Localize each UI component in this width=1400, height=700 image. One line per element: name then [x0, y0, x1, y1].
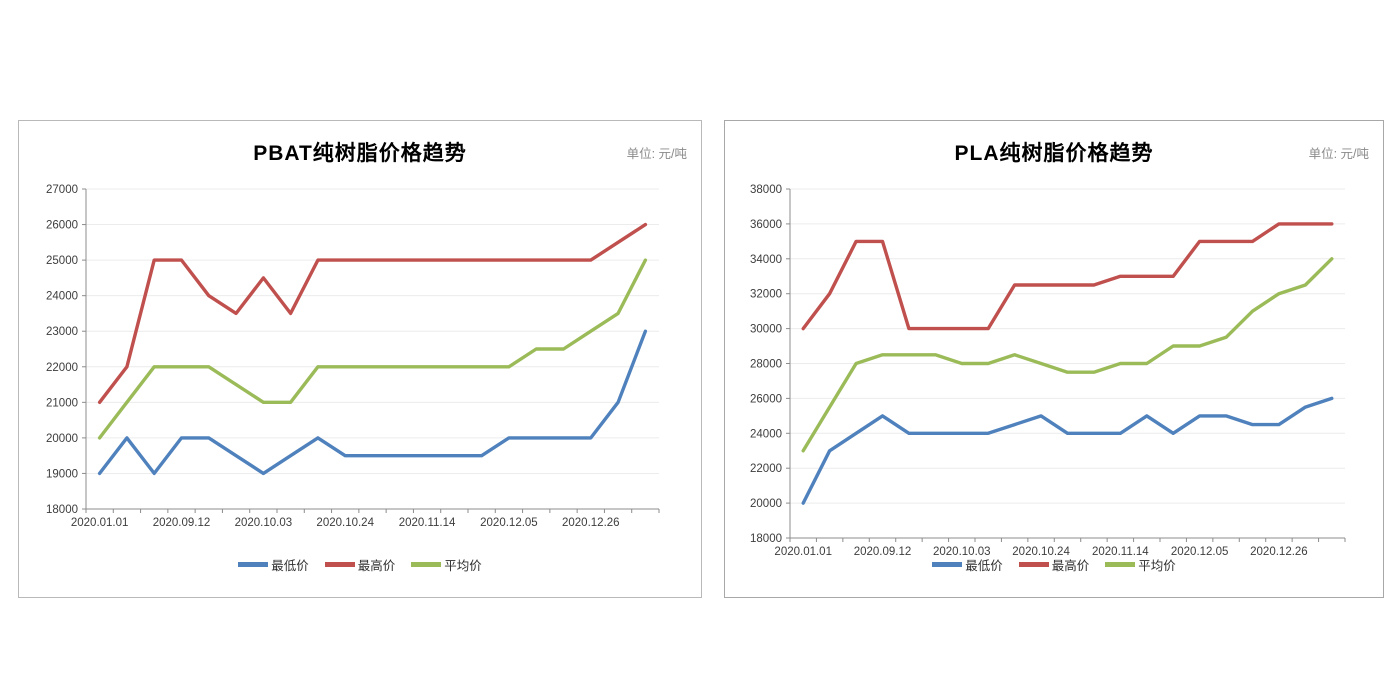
pbat-unit-label: 单位: 元/吨: [626, 147, 687, 161]
y-tick-label: 22000: [750, 463, 782, 475]
legend-label: 最低价: [965, 558, 1003, 573]
legend-label: 最高价: [1051, 558, 1090, 573]
pla-price-trend-chart-card: PLA纯树脂价格趋势 单位: 元/吨 18000 20000 22000 24000 2…: [724, 120, 1384, 598]
x-tick-label: 2020.12.26: [1250, 546, 1308, 558]
x-tick-label: 2020.10.03: [235, 517, 293, 529]
x-tick-label: 2020.09.12: [854, 546, 912, 558]
legend-line-swatch: [1018, 561, 1049, 567]
legend-line-swatch: [1105, 561, 1136, 567]
legend-label: 最低价: [271, 558, 309, 573]
x-tick-label: 2020.12.05: [1171, 546, 1229, 558]
y-tick-label: 20000: [750, 498, 782, 510]
pla-chart-title: PLA纯树脂价格趋势: [954, 142, 1154, 165]
legend-line-swatch: [411, 561, 442, 567]
legend-line-swatch: [932, 561, 963, 567]
legend-item: 最低价: [932, 555, 1003, 574]
legend-label: 平均价: [444, 558, 482, 573]
pbat-chart-title: PBAT纯树脂价格趋势: [253, 142, 467, 165]
series-line-1: [97, 222, 648, 404]
legend-item: 最高价: [324, 555, 396, 574]
y-axis: 18000 20000 22000 24000 26000 28000 30000 32000…: [750, 184, 791, 545]
legend-label: 最高价: [357, 558, 396, 573]
y-tick-label: 27000: [46, 184, 78, 196]
series-line-1: [801, 222, 1334, 331]
pla-chart-legend: 最低价 最高价 平均价: [725, 553, 1383, 575]
y-tick-label: 36000: [750, 219, 782, 231]
legend-item: 最高价: [1018, 555, 1090, 574]
legend-item: 最低价: [238, 555, 309, 574]
y-tick-label: 26000: [46, 220, 78, 232]
y-tick-label: 26000: [750, 393, 782, 405]
legend-line-swatch: [238, 561, 269, 567]
y-tick-label: 30000: [750, 324, 782, 336]
x-tick-label: 2020.01.01: [71, 517, 129, 529]
series-line-0: [801, 396, 1334, 505]
y-tick-label: 34000: [750, 254, 782, 266]
y-tick-label: 28000: [750, 359, 782, 371]
legend-item: 平均价: [411, 555, 482, 574]
x-tick-label: 2020.10.24: [1012, 546, 1070, 558]
y-tick-label: 18000: [750, 533, 782, 545]
y-tick-label: 23000: [46, 326, 78, 338]
pbat-chart-legend: 最低价 最高价 平均价: [19, 553, 701, 575]
pbat-chart-plot: 18000 19000 20000 21000 22000 23000 24000 25000…: [46, 184, 660, 529]
legend-line-swatch: [324, 561, 355, 567]
x-tick-label: 2020.10.24: [316, 517, 374, 529]
x-tick-label: 2020.10.03: [933, 546, 991, 558]
gridlines: [86, 188, 659, 474]
pbat-price-trend-chart-card: PBAT纯树脂价格趋势 单位: 元/吨 18000 19000 20000 21000…: [18, 120, 702, 598]
y-axis: 18000 19000 20000 21000 22000 23000 24000 25000…: [46, 184, 87, 516]
y-tick-label: 24000: [750, 428, 782, 440]
legend-item: 平均价: [1105, 555, 1176, 574]
x-tick-label: 2020.12.26: [562, 517, 620, 529]
x-tick-label: 2020.01.01: [774, 546, 832, 558]
y-tick-label: 18000: [46, 504, 78, 516]
series-line-2: [801, 257, 1334, 453]
x-axis: 2020.01.01 2020.09.12 2020.10.03 2020.10.24…: [71, 508, 660, 529]
x-tick-label: 2020.11.14: [399, 517, 456, 529]
y-tick-label: 22000: [46, 362, 78, 374]
x-tick-label: 2020.09.12: [153, 517, 211, 529]
pla-unit-label: 单位: 元/吨: [1308, 147, 1369, 161]
pla-chart-plot: 18000 20000 22000 24000 26000 28000 30000 32000…: [750, 184, 1346, 558]
x-axis: 2020.01.01 2020.09.12 2020.10.03 2020.10.24…: [774, 537, 1346, 558]
series-line-2: [97, 258, 648, 440]
x-tick-label: 2020.11.14: [1092, 546, 1149, 558]
y-tick-label: 19000: [46, 468, 78, 480]
y-tick-label: 21000: [46, 397, 78, 409]
series-line-0: [97, 329, 648, 476]
legend-label: 平均价: [1138, 558, 1176, 573]
y-tick-label: 32000: [750, 289, 782, 301]
x-tick-label: 2020.12.05: [480, 517, 538, 529]
gridlines: [790, 188, 1345, 504]
y-tick-label: 24000: [46, 291, 78, 303]
y-tick-label: 38000: [750, 184, 782, 196]
y-tick-label: 20000: [46, 433, 78, 445]
y-tick-label: 25000: [46, 255, 78, 267]
